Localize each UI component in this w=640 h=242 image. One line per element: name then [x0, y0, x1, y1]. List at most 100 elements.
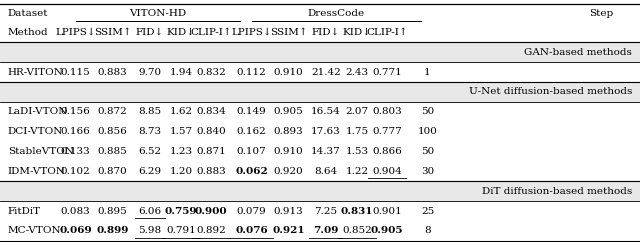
- Text: 0.771: 0.771: [372, 68, 402, 77]
- Text: 0.083: 0.083: [61, 207, 90, 216]
- Text: 2.07: 2.07: [346, 107, 369, 116]
- Text: 0.115: 0.115: [61, 68, 90, 77]
- Text: Method: Method: [8, 28, 48, 37]
- Text: 5.98: 5.98: [138, 227, 161, 235]
- Text: 1.23: 1.23: [170, 147, 193, 156]
- Text: 0.759: 0.759: [165, 207, 197, 216]
- Text: 0.834: 0.834: [196, 107, 226, 116]
- Text: 6.06: 6.06: [138, 207, 161, 216]
- Text: 0.895: 0.895: [98, 207, 127, 216]
- Text: 6.29: 6.29: [138, 167, 161, 176]
- Text: 0.892: 0.892: [196, 227, 226, 235]
- Text: 0.791: 0.791: [166, 227, 196, 235]
- Text: 50: 50: [421, 147, 434, 156]
- Text: 0.870: 0.870: [98, 167, 127, 176]
- Text: 0.156: 0.156: [61, 107, 90, 116]
- Text: StableVTON: StableVTON: [8, 147, 74, 156]
- Text: 7.09: 7.09: [313, 227, 339, 235]
- Text: 0.920: 0.920: [274, 167, 303, 176]
- Text: FID↓: FID↓: [312, 28, 340, 37]
- Text: 8.73: 8.73: [138, 127, 161, 136]
- Text: 0.832: 0.832: [196, 68, 226, 77]
- Text: FitDiT: FitDiT: [8, 207, 41, 216]
- Text: 0.866: 0.866: [372, 147, 402, 156]
- Text: CLIP-I↑: CLIP-I↑: [190, 28, 232, 37]
- Text: 1.20: 1.20: [170, 167, 193, 176]
- Text: 21.42: 21.42: [311, 68, 340, 77]
- Text: LPIPS↓: LPIPS↓: [231, 28, 272, 37]
- Text: U-Net diffusion-based methods: U-Net diffusion-based methods: [469, 88, 632, 97]
- Bar: [0, 42, 640, 62]
- Text: 2.43: 2.43: [346, 68, 369, 77]
- Text: 17.63: 17.63: [311, 127, 340, 136]
- Text: KID↓: KID↓: [342, 28, 372, 37]
- Text: 0.133: 0.133: [61, 147, 90, 156]
- Text: 1.62: 1.62: [170, 107, 193, 116]
- Text: 50: 50: [421, 107, 434, 116]
- Text: 8.85: 8.85: [138, 107, 161, 116]
- Text: 0.840: 0.840: [196, 127, 226, 136]
- Text: DressCode: DressCode: [308, 9, 365, 18]
- Text: IDM-VTON: IDM-VTON: [8, 167, 66, 176]
- Text: 30: 30: [421, 167, 434, 176]
- Text: 0.102: 0.102: [61, 167, 90, 176]
- Text: 0.893: 0.893: [274, 127, 303, 136]
- Text: 7.25: 7.25: [314, 207, 337, 216]
- Text: 8: 8: [424, 227, 431, 235]
- Text: MC-VTON: MC-VTON: [8, 227, 61, 235]
- Text: SSIM↑: SSIM↑: [94, 28, 131, 37]
- Text: 0.803: 0.803: [372, 107, 402, 116]
- Text: GAN-based methods: GAN-based methods: [524, 48, 632, 57]
- Bar: [0, 82, 640, 102]
- Text: LPIPS↓: LPIPS↓: [55, 28, 96, 37]
- Text: 0.904: 0.904: [372, 167, 402, 176]
- Text: 0.883: 0.883: [196, 167, 226, 176]
- Text: 0.076: 0.076: [235, 227, 268, 235]
- Text: 0.852: 0.852: [342, 227, 372, 235]
- Text: 0.885: 0.885: [98, 147, 127, 156]
- Text: 0.149: 0.149: [237, 107, 266, 116]
- Text: CLIP-I↑: CLIP-I↑: [366, 28, 408, 37]
- Text: 0.112: 0.112: [237, 68, 266, 77]
- Text: 0.069: 0.069: [60, 227, 92, 235]
- Text: 1.57: 1.57: [170, 127, 193, 136]
- Text: 0.871: 0.871: [196, 147, 226, 156]
- Text: SSIM↑: SSIM↑: [270, 28, 307, 37]
- Text: 0.905: 0.905: [371, 227, 403, 235]
- Text: DiT diffusion-based methods: DiT diffusion-based methods: [482, 187, 632, 196]
- Text: 1.53: 1.53: [346, 147, 369, 156]
- Text: KID↓: KID↓: [166, 28, 196, 37]
- Text: Dataset: Dataset: [8, 9, 48, 18]
- Text: 0.079: 0.079: [237, 207, 266, 216]
- Text: 1.22: 1.22: [346, 167, 369, 176]
- Text: LaDI-VTON: LaDI-VTON: [8, 107, 68, 116]
- Text: HR-VITON: HR-VITON: [8, 68, 63, 77]
- Text: 0.901: 0.901: [372, 207, 402, 216]
- Text: FID↓: FID↓: [136, 28, 164, 37]
- Text: 0.107: 0.107: [237, 147, 266, 156]
- Text: 0.872: 0.872: [98, 107, 127, 116]
- Text: 1.75: 1.75: [346, 127, 369, 136]
- Text: Step: Step: [589, 9, 614, 18]
- Text: DCI-VTON: DCI-VTON: [8, 127, 63, 136]
- Text: 0.831: 0.831: [341, 207, 373, 216]
- Text: 0.856: 0.856: [98, 127, 127, 136]
- Text: VITON-HD: VITON-HD: [129, 9, 186, 18]
- Text: 0.921: 0.921: [273, 227, 305, 235]
- Text: 25: 25: [421, 207, 434, 216]
- Text: 0.899: 0.899: [97, 227, 129, 235]
- Text: 6.52: 6.52: [138, 147, 161, 156]
- Text: 0.162: 0.162: [237, 127, 266, 136]
- Text: 14.37: 14.37: [311, 147, 340, 156]
- Text: 0.166: 0.166: [61, 127, 90, 136]
- Text: 16.54: 16.54: [311, 107, 340, 116]
- Text: 1: 1: [424, 68, 431, 77]
- Text: 0.900: 0.900: [195, 207, 227, 216]
- Text: 100: 100: [417, 127, 438, 136]
- Text: 0.910: 0.910: [274, 68, 303, 77]
- Text: 0.883: 0.883: [98, 68, 127, 77]
- Bar: [0, 181, 640, 201]
- Text: 1.94: 1.94: [170, 68, 193, 77]
- Text: 0.905: 0.905: [274, 107, 303, 116]
- Text: 9.70: 9.70: [138, 68, 161, 77]
